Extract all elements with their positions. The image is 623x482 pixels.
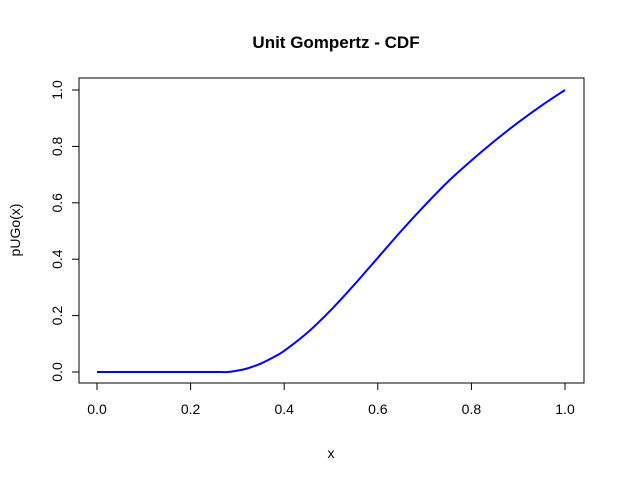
y-axis-label: pUGo(x) — [7, 204, 23, 257]
x-tick-label: 0.2 — [181, 401, 201, 417]
series-line — [97, 89, 566, 374]
y-tick-label: 0.2 — [49, 306, 65, 326]
x-tick-label: 0.0 — [87, 401, 107, 417]
series-layer — [97, 89, 566, 374]
y-tick-label: 1.0 — [49, 80, 65, 100]
x-tick-label: 1.0 — [555, 401, 575, 417]
x-tick-label: 0.4 — [274, 401, 294, 417]
y-tick-label: 0.8 — [49, 136, 65, 156]
x-axis-label: x — [328, 445, 335, 461]
y-tick-label: 0.6 — [49, 193, 65, 213]
y-tick-label: 0.0 — [49, 362, 65, 382]
chart-title: Unit Gompertz - CDF — [252, 33, 419, 52]
x-tick-label: 0.8 — [462, 401, 482, 417]
plot-frame — [78, 77, 585, 384]
x-axis: 0.0 0.2 0.4 0.6 0.8 1.0 — [87, 382, 575, 417]
y-axis: 0.0 0.2 0.4 0.6 0.8 1.0 — [49, 80, 80, 382]
y-tick-label: 0.4 — [49, 249, 65, 269]
x-tick-label: 0.6 — [368, 401, 388, 417]
